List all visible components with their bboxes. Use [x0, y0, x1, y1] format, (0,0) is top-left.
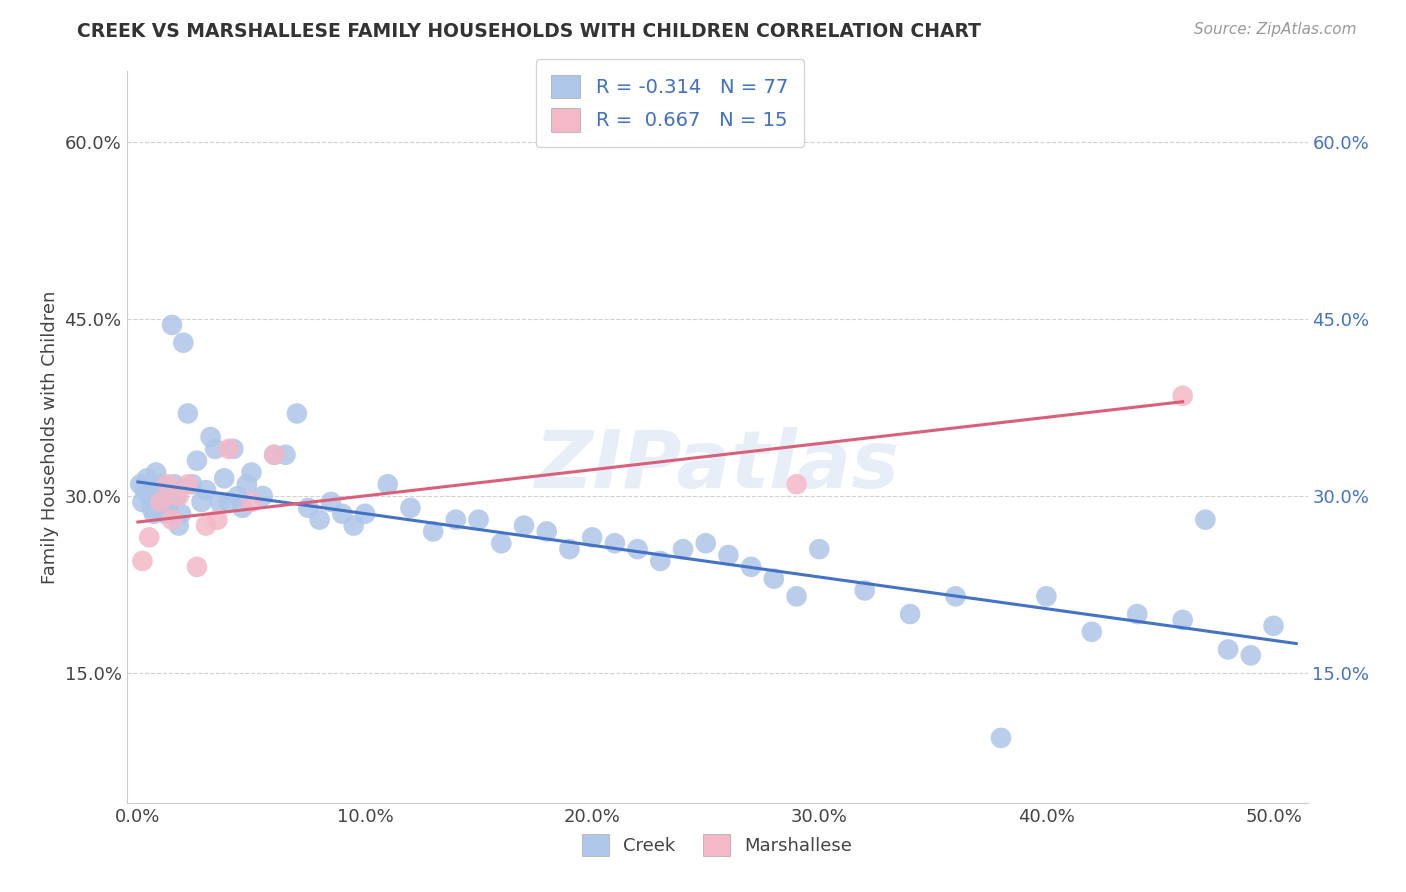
Point — [218, 442, 240, 456]
Point — [172, 335, 194, 350]
Point — [1216, 642, 1239, 657]
Point — [581, 530, 603, 544]
Point — [231, 500, 253, 515]
Point — [160, 318, 183, 332]
Point — [1081, 624, 1104, 639]
Point — [138, 489, 160, 503]
Point — [513, 518, 536, 533]
Point — [222, 442, 245, 456]
Text: CREEK VS MARSHALLESE FAMILY HOUSEHOLDS WITH CHILDREN CORRELATION CHART: CREEK VS MARSHALLESE FAMILY HOUSEHOLDS W… — [77, 22, 981, 41]
Point — [786, 477, 808, 491]
Point — [762, 572, 785, 586]
Point — [1035, 590, 1057, 604]
Point — [200, 430, 222, 444]
Point — [141, 500, 163, 515]
Point — [786, 590, 808, 604]
Point — [156, 477, 179, 491]
Point — [444, 513, 467, 527]
Point — [274, 448, 297, 462]
Point — [208, 495, 231, 509]
Point — [131, 495, 153, 509]
Point — [1126, 607, 1149, 621]
Point — [422, 524, 444, 539]
Point — [467, 513, 489, 527]
Point — [163, 477, 186, 491]
Point — [131, 554, 153, 568]
Point — [808, 542, 831, 557]
Point — [240, 495, 263, 509]
Point — [186, 453, 208, 467]
Point — [167, 489, 190, 503]
Point — [149, 495, 172, 509]
Point — [240, 466, 263, 480]
Point — [166, 489, 188, 503]
Text: Source: ZipAtlas.com: Source: ZipAtlas.com — [1194, 22, 1357, 37]
Text: ZIPatlas: ZIPatlas — [534, 427, 900, 506]
Point — [354, 507, 377, 521]
Point — [226, 489, 249, 503]
Point — [603, 536, 626, 550]
Point — [626, 542, 648, 557]
Point — [319, 495, 342, 509]
Point — [853, 583, 876, 598]
Legend: Creek, Marshallese: Creek, Marshallese — [575, 827, 859, 863]
Point — [170, 507, 193, 521]
Point — [142, 507, 165, 521]
Point — [491, 536, 513, 550]
Point — [1263, 619, 1285, 633]
Point — [177, 407, 200, 421]
Point — [167, 518, 190, 533]
Point — [153, 507, 176, 521]
Y-axis label: Family Households with Children: Family Households with Children — [41, 291, 59, 583]
Point — [195, 518, 218, 533]
Point — [177, 477, 200, 491]
Point — [159, 495, 181, 509]
Point — [558, 542, 581, 557]
Point — [377, 477, 399, 491]
Point — [399, 500, 422, 515]
Point — [181, 477, 204, 491]
Point — [149, 477, 172, 491]
Point — [152, 483, 174, 498]
Point — [343, 518, 366, 533]
Point — [136, 471, 159, 485]
Point — [129, 477, 152, 491]
Point — [195, 483, 218, 498]
Point — [207, 513, 229, 527]
Point — [740, 559, 762, 574]
Point — [236, 477, 259, 491]
Point — [650, 554, 672, 568]
Point — [148, 495, 170, 509]
Point — [717, 548, 740, 562]
Point — [252, 489, 274, 503]
Point — [1171, 613, 1194, 627]
Point — [285, 407, 308, 421]
Point — [1240, 648, 1263, 663]
Point — [134, 483, 156, 498]
Point — [138, 530, 160, 544]
Point — [190, 495, 212, 509]
Point — [695, 536, 717, 550]
Point — [160, 513, 183, 527]
Point — [145, 466, 167, 480]
Point — [330, 507, 353, 521]
Point — [218, 495, 240, 509]
Point — [297, 500, 319, 515]
Point — [212, 471, 235, 485]
Point — [898, 607, 921, 621]
Point — [1194, 513, 1216, 527]
Point — [1171, 389, 1194, 403]
Point — [990, 731, 1012, 745]
Point — [263, 448, 285, 462]
Point — [263, 448, 285, 462]
Point — [204, 442, 226, 456]
Point — [186, 559, 208, 574]
Point — [945, 590, 967, 604]
Point — [308, 513, 330, 527]
Point — [672, 542, 695, 557]
Point — [536, 524, 558, 539]
Point — [156, 500, 179, 515]
